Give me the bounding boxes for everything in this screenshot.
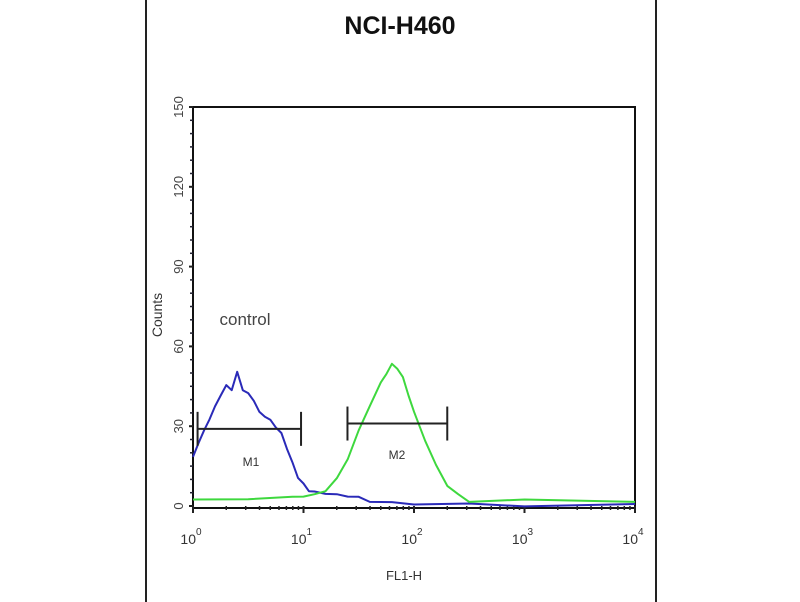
m2-label: M2 [389,448,406,462]
x-tick-label: 100 [180,527,202,547]
control-label: control [219,310,270,329]
x-axis-label: FL1-H [386,568,422,583]
y-axis-label: Counts [149,293,165,337]
x-tick-label: 102 [401,527,423,547]
x-tick-exponent: 3 [528,527,534,538]
y-tick-label: 30 [171,419,186,433]
y-tick-label: 150 [171,96,186,118]
x-tick-base: 10 [291,531,307,547]
x-tick-label: 104 [622,527,644,547]
chart-title: NCI-H460 [344,12,456,40]
x-tick-label: 103 [512,527,534,547]
x-tick-exponent: 2 [417,527,423,538]
x-tick-base: 10 [401,531,417,547]
x-tick-exponent: 4 [638,527,644,538]
x-tick-base: 10 [622,531,638,547]
y-tick-label: 120 [171,176,186,198]
x-tick-base: 10 [512,531,528,547]
x-tick-base: 10 [180,531,196,547]
y-tick-label: 60 [171,339,186,353]
y-tick-label: 90 [171,259,186,273]
x-tick-label: 101 [291,527,313,547]
histogram-series-1 [192,370,636,508]
x-tick-exponent: 1 [307,527,313,538]
y-tick-label: 0 [171,502,186,509]
histogram-series-2 [192,362,636,503]
figure-frame [145,0,657,602]
plot-area [192,106,636,509]
m1-label: M1 [243,455,260,469]
x-tick-exponent: 0 [196,527,202,538]
